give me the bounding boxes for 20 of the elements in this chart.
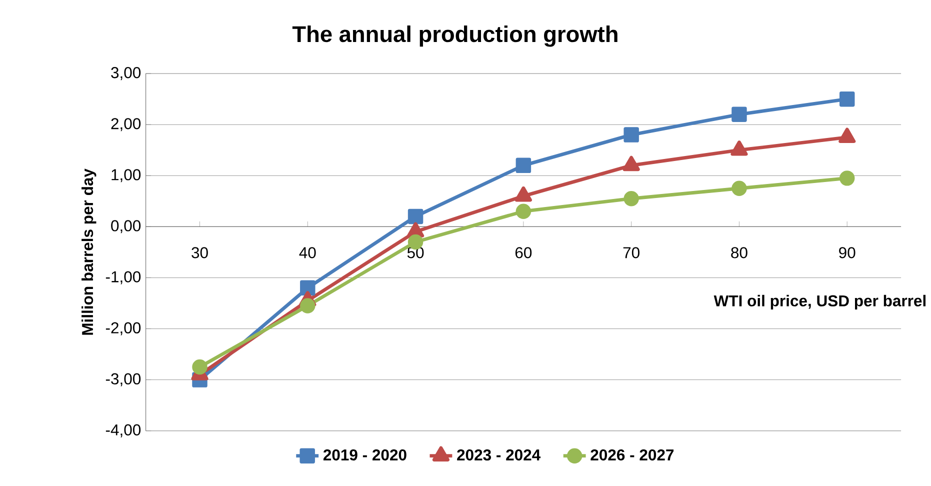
y-tick-label: -1,00 <box>106 271 141 284</box>
x-tick-label: 70 <box>623 247 640 258</box>
y-tick-label: 0,00 <box>111 220 141 234</box>
y-tick-label: 2,00 <box>111 118 141 132</box>
y-axis-title: Million barrels per day <box>82 168 96 335</box>
y-tick-label: -2,00 <box>106 322 141 336</box>
x-tick-label: 80 <box>731 247 748 258</box>
x-tick-label: 60 <box>515 247 532 258</box>
y-tick-label: 3,00 <box>111 67 141 80</box>
y-tick-label: -3,00 <box>106 373 141 386</box>
y-tick-label: -4,00 <box>106 424 141 438</box>
legend-label: 2026 - 2027 <box>590 449 674 460</box>
x-tick-label: 30 <box>192 247 208 258</box>
x-axis-title: WTI oil price, USD per barrel <box>714 294 926 310</box>
x-tick-label: 40 <box>299 247 316 258</box>
legend-label: 2023 - 2024 <box>457 449 541 461</box>
legend-label: 2019 - 2020 <box>323 449 406 460</box>
y-tick-label: 1,00 <box>112 169 141 182</box>
chart-title: The annual production growth <box>292 25 618 47</box>
x-tick-label: 90 <box>839 247 856 258</box>
